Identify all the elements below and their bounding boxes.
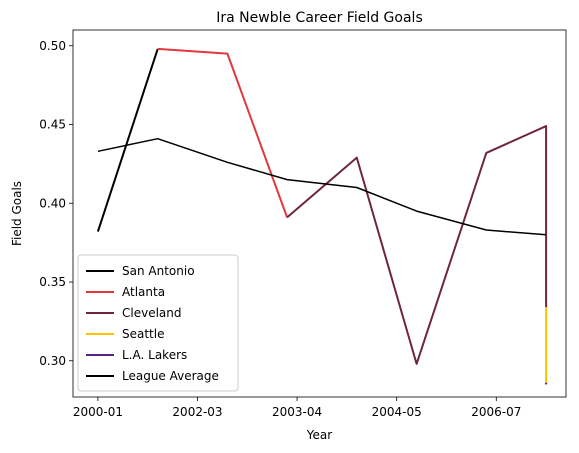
x-tick-label: 2003-04 [272, 405, 322, 419]
y-axis-label: Field Goals [10, 181, 24, 246]
series-line-atlanta [158, 49, 287, 218]
x-axis: 2000-01 2002-03 2003-04 2004-05 2006-07 [73, 397, 522, 419]
legend-label-l-a-lakers: L.A. Lakers [122, 348, 187, 362]
legend: San Antonio Atlanta Cleveland Seattle L.A. L… [78, 255, 238, 391]
x-tick-label: 2006-07 [471, 405, 521, 419]
y-tick-label: 0.30 [39, 354, 66, 368]
y-axis: 0.30 0.35 0.40 0.45 0.50 [39, 39, 73, 368]
chart-title: Ira Newble Career Field Goals [216, 10, 422, 26]
legend-label-seattle: Seattle [122, 327, 164, 341]
legend-label-san-antonio: San Antonio [122, 264, 195, 278]
y-tick-label: 0.50 [39, 39, 66, 53]
y-tick-label: 0.35 [39, 275, 66, 289]
y-tick-label: 0.45 [39, 118, 66, 132]
legend-label-atlanta: Atlanta [122, 285, 165, 299]
x-axis-label: Year [306, 428, 332, 442]
x-tick-label: 2000-01 [73, 405, 123, 419]
y-tick-label: 0.40 [39, 196, 66, 210]
series-line-cleveland [287, 126, 546, 364]
x-tick-label: 2002-03 [172, 405, 222, 419]
legend-label-league-average: League Average [122, 369, 219, 383]
x-tick-label: 2004-05 [372, 405, 422, 419]
legend-label-cleveland: Cleveland [122, 306, 182, 320]
